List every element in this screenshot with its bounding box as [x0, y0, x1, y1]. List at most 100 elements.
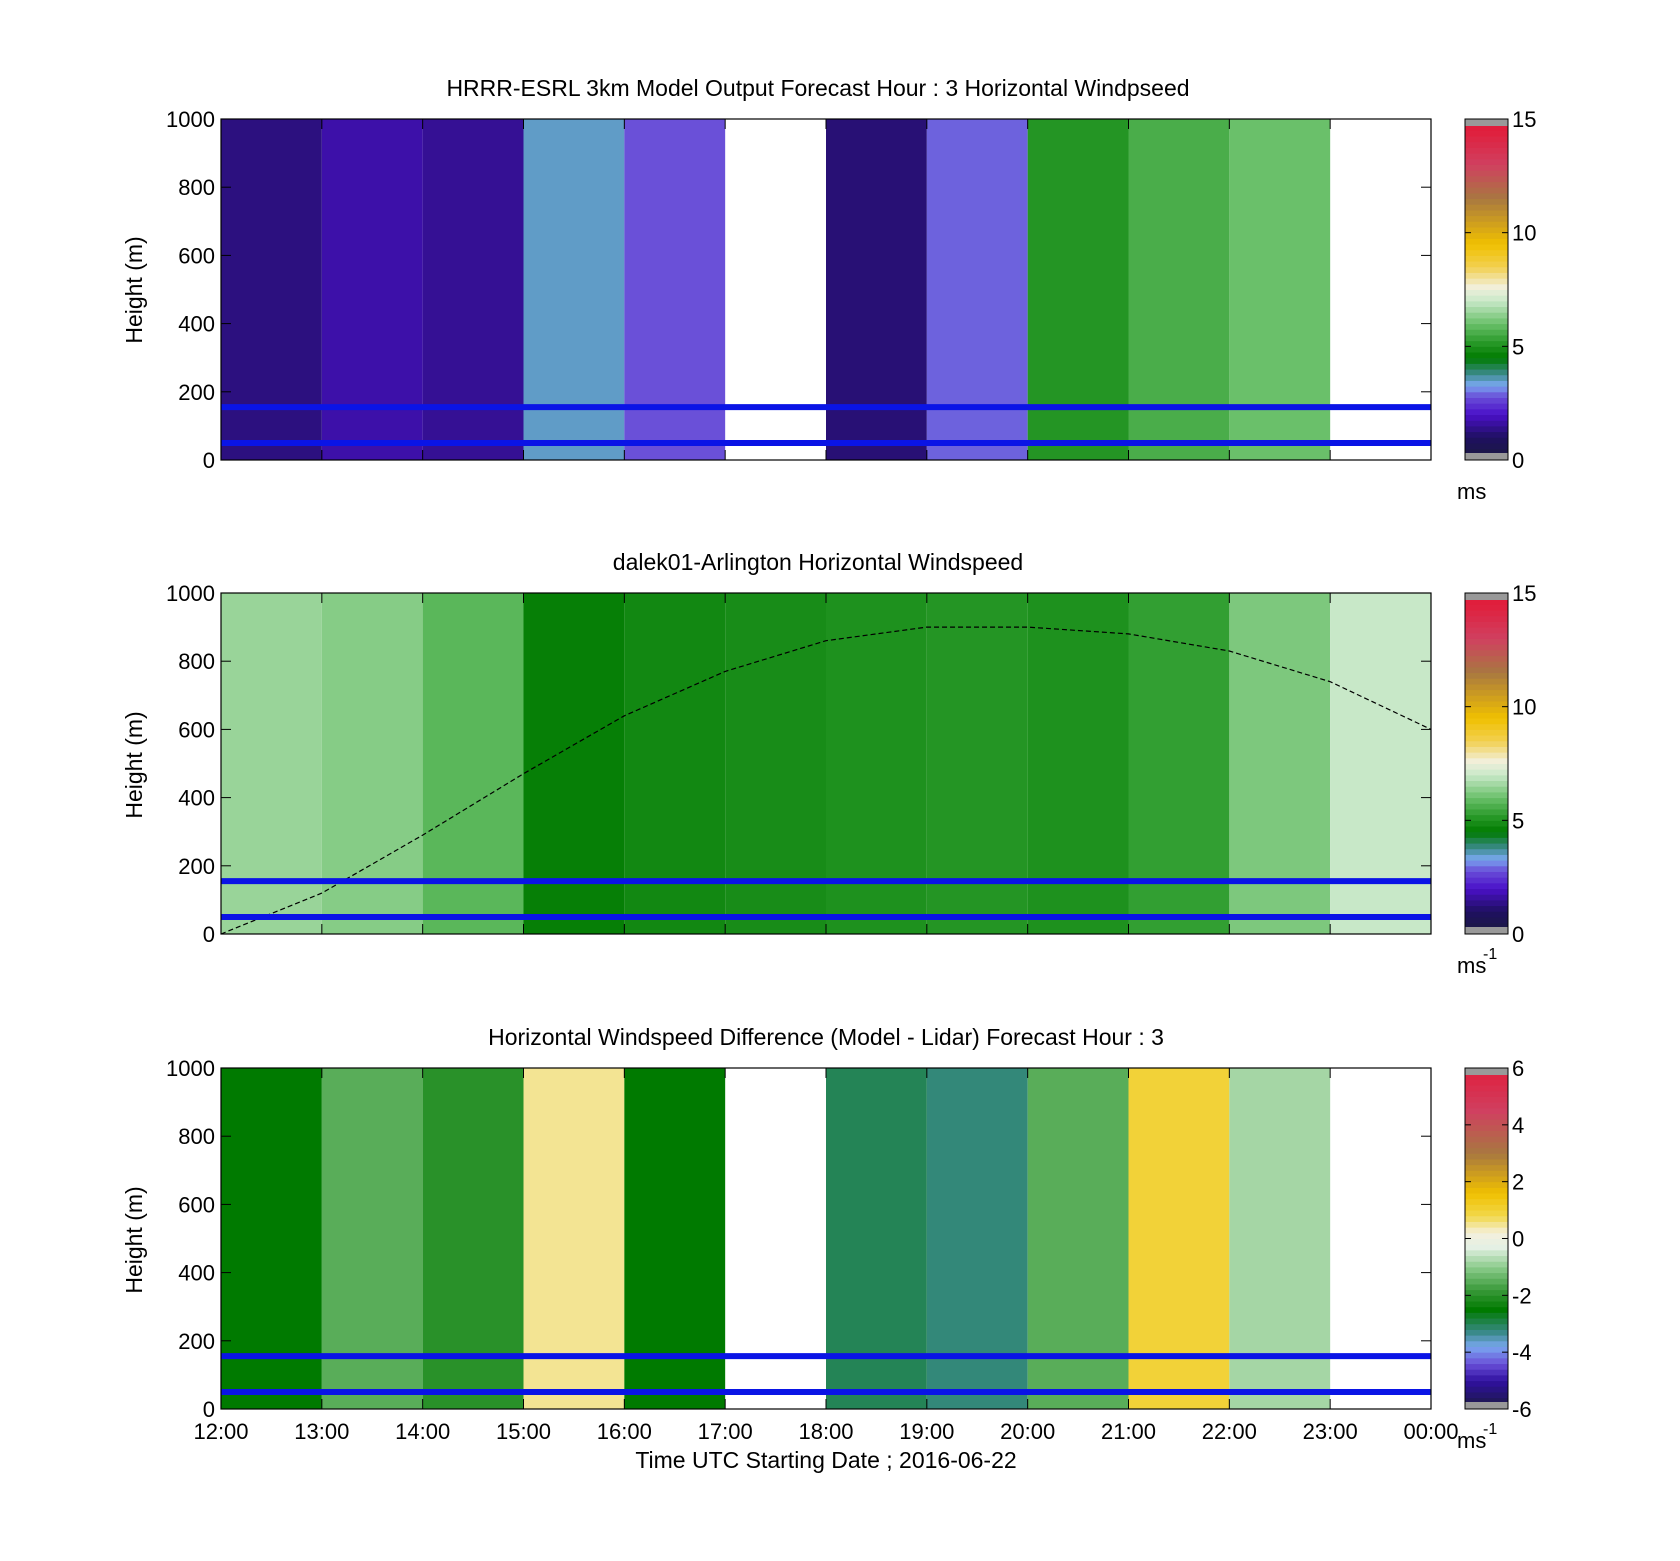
colorbar-cap — [1465, 119, 1508, 126]
heatmap-column — [624, 593, 726, 934]
y-tick-label: 800 — [178, 649, 215, 674]
colorbar-segment — [1465, 905, 1508, 912]
colorbar-segment — [1465, 786, 1508, 793]
y-tick-label: 200 — [178, 854, 215, 879]
colorbar-segment — [1465, 170, 1508, 177]
colorbar-segment — [1465, 1085, 1508, 1092]
colorbar-segment — [1465, 204, 1508, 211]
colorbar-segment — [1465, 678, 1508, 685]
colorbar-segment — [1465, 820, 1508, 827]
colorbar-tick-label: 0 — [1512, 448, 1524, 473]
colorbar-segment — [1465, 1363, 1508, 1370]
colorbar-tick-label: -4 — [1512, 1340, 1532, 1365]
colorbar-segment — [1465, 153, 1508, 160]
colorbar-segment — [1465, 323, 1508, 330]
y-tick-label: 200 — [178, 380, 215, 405]
colorbar-segment — [1465, 854, 1508, 861]
x-tick-label: 18:00 — [798, 1419, 853, 1444]
colorbar-segment — [1465, 340, 1508, 347]
boundary-layer-curve — [220, 626, 1432, 935]
colorbar-segment — [1465, 655, 1508, 662]
colorbar-segment — [1465, 431, 1508, 438]
x-tick-label: 12:00 — [193, 1419, 248, 1444]
colorbar-segment — [1465, 769, 1508, 776]
heatmap-column — [624, 1068, 726, 1409]
colorbar-segment — [1465, 1335, 1508, 1342]
colorbar-segment — [1465, 735, 1508, 742]
colorbar-unit-exponent: -1 — [1483, 946, 1497, 963]
colorbar-segment — [1465, 1215, 1508, 1222]
colorbar-segment — [1465, 1289, 1508, 1296]
colorbar-segment — [1465, 888, 1508, 895]
heatmap-column — [826, 1068, 927, 1409]
colorbar-segment — [1465, 723, 1508, 730]
colorbar-unit: ms — [1457, 1428, 1486, 1453]
colorbar-segment — [1465, 420, 1508, 427]
colorbar-segment — [1465, 683, 1508, 691]
colorbar-segment — [1465, 192, 1508, 200]
colorbar-segment — [1465, 718, 1508, 725]
colorbar-tick-label: 0 — [1512, 922, 1524, 947]
panel-model-title: HRRR-ESRL 3km Model Output Forecast Hour… — [446, 75, 1189, 101]
heatmap-column — [321, 1068, 423, 1409]
colorbar-segment — [1465, 226, 1508, 234]
colorbar-segment — [1465, 1079, 1508, 1086]
colorbar-segment — [1465, 1272, 1508, 1279]
heatmap-column — [1027, 119, 1129, 460]
y-tick-label: 600 — [178, 1192, 215, 1217]
colorbar-tick-label: 15 — [1512, 581, 1536, 606]
colorbar-segment — [1465, 882, 1508, 890]
colorbar-segment — [1465, 1147, 1508, 1154]
y-tick-label: 400 — [178, 1261, 215, 1286]
heatmap-column — [1229, 593, 1331, 934]
heatmap-column — [422, 1068, 524, 1409]
colorbar-tick-label: 10 — [1512, 221, 1536, 246]
colorbar-segment — [1465, 598, 1508, 605]
colorbar-segment — [1465, 877, 1508, 884]
colorbar-segment — [1465, 124, 1508, 131]
colorbar-segment — [1465, 414, 1508, 421]
colorbar-segment — [1465, 317, 1508, 325]
colorbar-segment — [1465, 808, 1508, 816]
colorbar-segment — [1465, 1227, 1508, 1234]
heatmap-column — [1229, 1068, 1331, 1409]
colorbar-segment — [1465, 181, 1508, 188]
colorbar-segment — [1465, 334, 1508, 342]
colorbar-segment — [1465, 644, 1508, 651]
heatmap-column — [422, 119, 524, 460]
colorbar-segment — [1465, 369, 1508, 376]
colorbar-segment — [1465, 1141, 1508, 1149]
colorbar-segment — [1465, 1306, 1508, 1313]
y-tick-label: 1000 — [166, 581, 215, 606]
colorbar-segment — [1465, 1266, 1508, 1274]
x-tick-label: 23:00 — [1303, 1419, 1358, 1444]
colorbar-segment — [1465, 175, 1508, 183]
colorbar-tick-label: 5 — [1512, 334, 1524, 359]
colorbar-segment — [1465, 187, 1508, 194]
colorbar-segment — [1465, 397, 1508, 404]
heatmap-column — [1229, 119, 1331, 460]
colorbar-segment — [1465, 130, 1508, 137]
y-tick-label: 600 — [178, 717, 215, 742]
panel-difference: Horizontal Windspeed Difference (Model -… — [121, 1024, 1532, 1453]
colorbar-segment — [1465, 661, 1508, 668]
colorbar-segment — [1465, 1193, 1508, 1200]
colorbar-segment — [1465, 255, 1508, 262]
heatmap-column — [624, 119, 726, 460]
colorbar-segment — [1465, 1255, 1508, 1262]
y-tick-label: 0 — [203, 448, 215, 473]
colorbar-segment — [1465, 1244, 1508, 1251]
colorbar-segment — [1465, 1107, 1508, 1114]
colorbar-segment — [1465, 627, 1508, 634]
heatmap-column — [1128, 119, 1230, 460]
heatmap-column — [1027, 593, 1129, 934]
colorbar-segment — [1465, 848, 1508, 855]
x-tick-label: 19:00 — [899, 1419, 954, 1444]
colorbar-segment — [1465, 238, 1508, 245]
panel-lidar-title: dalek01-Arlington Horizontal Windspeed — [613, 549, 1023, 575]
colorbar-segment — [1465, 666, 1508, 674]
colorbar-segment — [1465, 1391, 1508, 1399]
colorbar-segment — [1465, 689, 1508, 696]
y-tick-label: 1000 — [166, 1056, 215, 1081]
